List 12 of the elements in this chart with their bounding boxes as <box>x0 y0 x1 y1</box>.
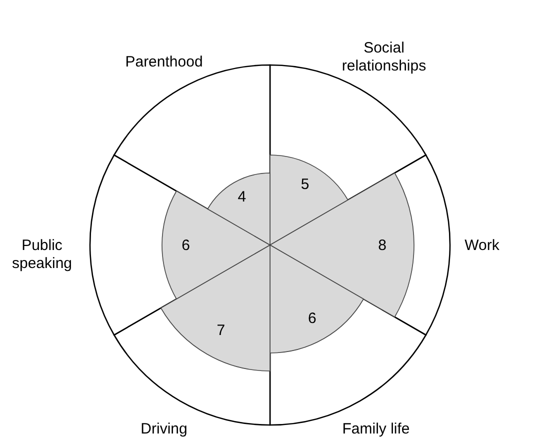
category-label: Social relationships <box>342 40 426 75</box>
data-label: 4 <box>238 188 246 206</box>
data-label: 6 <box>308 310 316 327</box>
data-label: 5 <box>300 176 310 194</box>
category-label: Parenthood <box>125 53 203 70</box>
category-label: Driving <box>140 420 188 438</box>
category-label: Public speaking <box>12 237 72 272</box>
category-label: Work <box>464 237 500 254</box>
data-label: 6 <box>182 237 190 254</box>
category-label: Family life <box>342 420 410 438</box>
data-label: 7 <box>216 322 226 340</box>
data-label: 8 <box>378 237 386 254</box>
